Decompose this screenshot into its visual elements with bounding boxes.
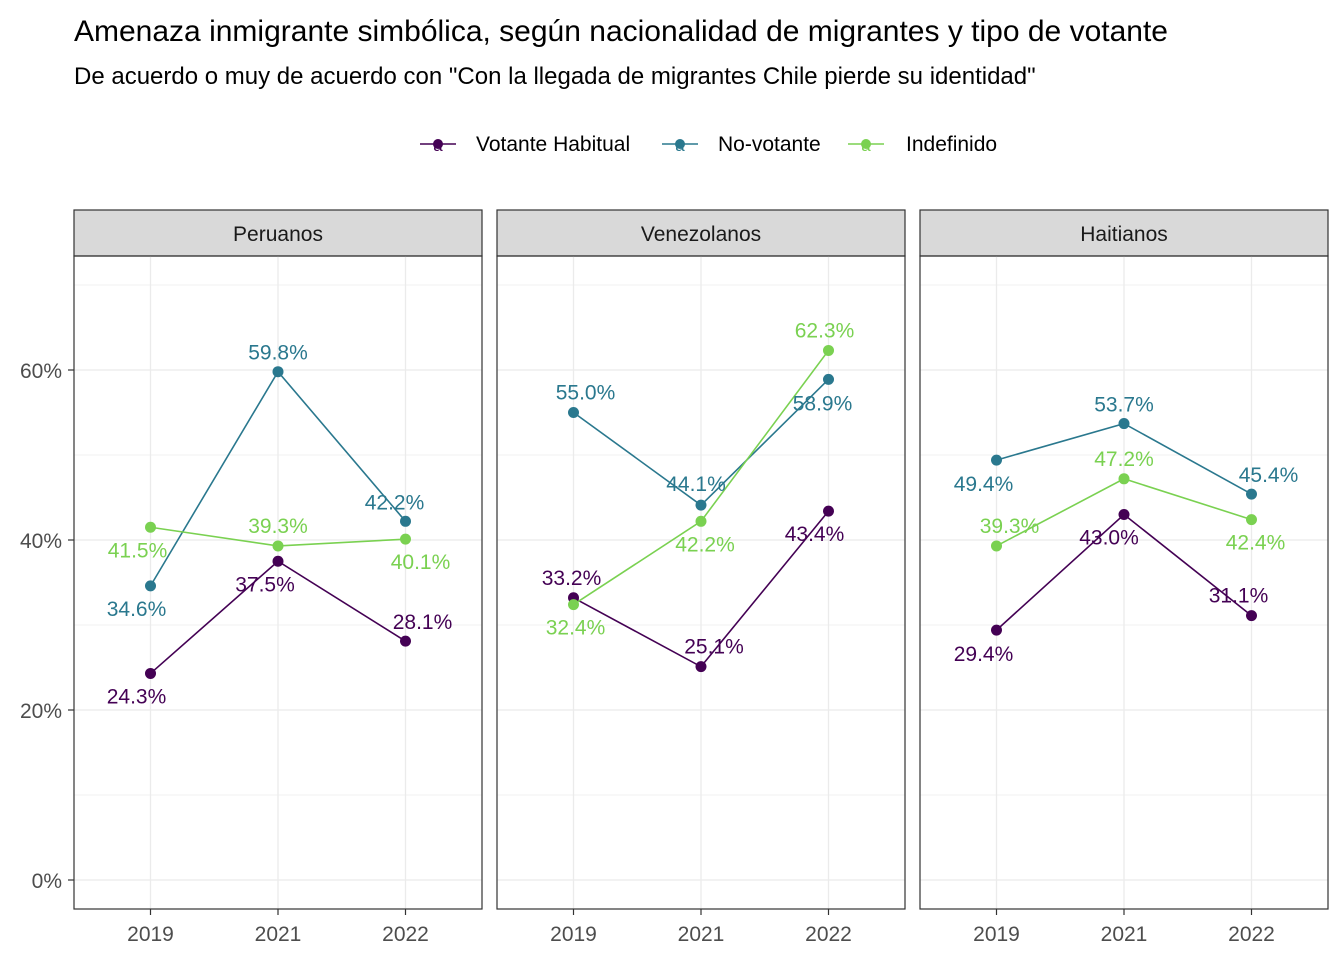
- data-point: [400, 515, 411, 527]
- data-point: [1118, 418, 1130, 430]
- data-point: [1246, 514, 1257, 526]
- data-point: [568, 599, 579, 611]
- x-tick-label: 2022: [805, 923, 852, 946]
- y-tick-label: 0%: [32, 870, 62, 893]
- legend: a Votante Habitual a No-votante a Indefinido: [420, 133, 997, 156]
- legend-item-2: a Indefinido: [848, 133, 997, 156]
- data-label: 55.0%: [556, 382, 616, 405]
- data-point: [568, 407, 579, 418]
- data-point: [991, 454, 1002, 466]
- y-tick-label: 60%: [20, 360, 62, 383]
- data-point: [1246, 488, 1257, 500]
- legend-key-glyph: a: [433, 136, 443, 155]
- data-label: 43.4%: [785, 523, 845, 546]
- facet-title: Venezolanos: [641, 223, 761, 246]
- data-point: [145, 667, 156, 679]
- data-point: [145, 521, 156, 533]
- data-label: 45.4%: [1239, 464, 1299, 487]
- data-point: [823, 344, 834, 356]
- data-point: [823, 373, 834, 385]
- data-point: [695, 499, 707, 511]
- x-tick-label: 2019: [550, 923, 597, 946]
- data-label: 32.4%: [546, 617, 606, 640]
- data-point: [823, 505, 834, 517]
- facet-strip: [73, 209, 483, 257]
- data-point: [695, 661, 707, 673]
- data-point: [272, 555, 284, 567]
- facet-panel-venezolanos: Venezolanos 2019 2021 2022 33.2% 25.1% 43.4% 55…: [496, 209, 906, 946]
- data-label: 40.1%: [391, 551, 451, 574]
- facet-title: Haitianos: [1080, 223, 1168, 246]
- x-tick-label: 2019: [973, 923, 1020, 946]
- data-label: 33.2%: [542, 567, 602, 590]
- x-tick-label: 2019: [127, 923, 174, 946]
- legend-key-point: [861, 139, 871, 149]
- legend-label: Votante Habitual: [476, 133, 630, 156]
- data-label: 29.4%: [954, 643, 1014, 666]
- data-point: [145, 580, 156, 592]
- data-label: 42.4%: [1226, 532, 1286, 555]
- data-label: 41.5%: [108, 539, 168, 562]
- data-label: 49.4%: [954, 473, 1014, 496]
- data-point: [695, 515, 707, 527]
- data-label: 59.8%: [248, 342, 308, 365]
- y-tick-label: 40%: [20, 530, 62, 553]
- facet-strip: [919, 209, 1329, 257]
- legend-key-point: [675, 139, 685, 149]
- data-label: 28.1%: [393, 611, 453, 634]
- data-label: 44.1%: [666, 473, 726, 496]
- legend-key-point: [433, 139, 443, 149]
- data-label: 62.3%: [795, 319, 855, 342]
- data-point: [1246, 610, 1257, 622]
- data-point: [991, 540, 1002, 552]
- data-label: 39.3%: [248, 515, 308, 538]
- data-point: [272, 366, 284, 378]
- y-tick-label: 20%: [20, 700, 62, 723]
- data-label: 42.2%: [675, 533, 735, 556]
- data-point: [991, 624, 1002, 636]
- chart-title: Amenaza inmigrante simbólica, según naci…: [74, 15, 1168, 48]
- x-tick-label: 2021: [1101, 923, 1148, 946]
- data-label: 34.6%: [107, 598, 167, 621]
- data-label: 42.2%: [365, 491, 425, 514]
- data-point: [1118, 473, 1130, 485]
- data-label: 47.2%: [1094, 448, 1154, 471]
- legend-item-1: a No-votante: [662, 133, 821, 156]
- legend-key-glyph: a: [861, 136, 871, 155]
- data-point: [1118, 509, 1130, 520]
- data-label: 53.7%: [1094, 394, 1154, 417]
- legend-label: Indefinido: [906, 133, 997, 156]
- data-point: [400, 533, 411, 545]
- chart-subtitle: De acuerdo o muy de acuerdo con "Con la …: [74, 63, 1036, 90]
- x-tick-label: 2021: [255, 923, 302, 946]
- legend-label: No-votante: [718, 133, 821, 156]
- data-label: 58.9%: [793, 392, 853, 415]
- legend-item-0: a Votante Habitual: [420, 133, 630, 156]
- x-tick-label: 2022: [1228, 923, 1275, 946]
- x-tick-label: 2021: [678, 923, 725, 946]
- data-label: 37.5%: [235, 573, 295, 596]
- data-point: [272, 540, 284, 552]
- data-label: 25.1%: [684, 636, 744, 659]
- facet-panel-haitianos: Haitianos 2019 2021 2022 29.4% 43.0% 31.1% 49.4…: [919, 209, 1329, 946]
- data-label: 31.1%: [1209, 585, 1269, 608]
- data-label: 39.3%: [980, 515, 1040, 538]
- x-tick-label: 2022: [382, 923, 429, 946]
- data-point: [400, 635, 411, 647]
- data-label: 43.0%: [1079, 527, 1139, 550]
- facet-panels: Peruanos 2019 2021 2022 0% 20% 40% 60% 24.3% 37.5…: [20, 209, 1329, 946]
- facet-title: Peruanos: [233, 223, 323, 246]
- facet-panel-peruanos: Peruanos 2019 2021 2022 0% 20% 40% 60% 24.3% 37.5…: [20, 209, 483, 946]
- data-label: 24.3%: [107, 685, 167, 708]
- legend-key-glyph: a: [675, 136, 685, 155]
